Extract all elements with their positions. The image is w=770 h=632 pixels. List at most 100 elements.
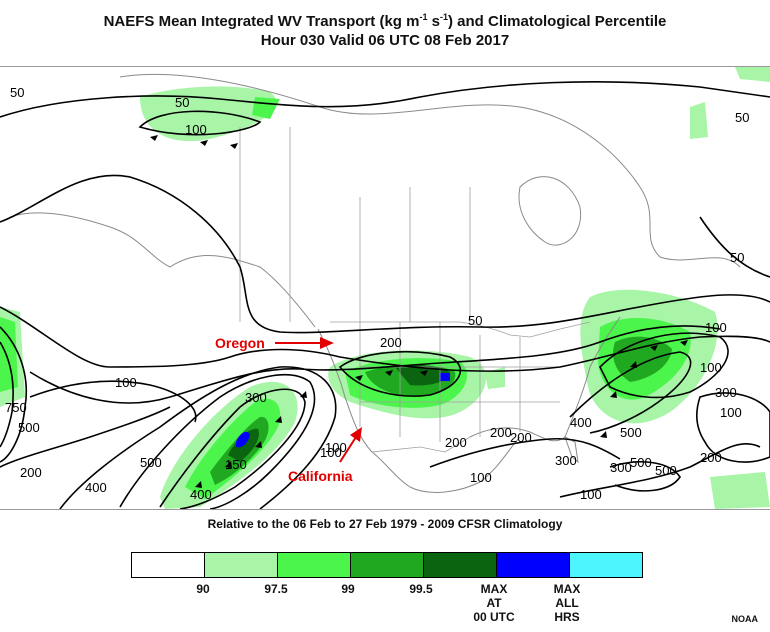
contour-100-jet xyxy=(0,306,770,372)
gulf-coast xyxy=(469,427,566,442)
vector-arrow xyxy=(420,370,428,376)
political-borders xyxy=(239,127,591,453)
vector-arrow xyxy=(610,391,617,398)
contour-label: 300 xyxy=(715,385,737,400)
contour-label: 100 xyxy=(580,487,602,502)
contour-label: 200 xyxy=(700,450,722,465)
contour-300-east xyxy=(599,332,729,399)
contour-label: 100 xyxy=(325,440,347,455)
contour-label: 100 xyxy=(185,122,207,137)
ivt-map: 50 50 100 50 50 100 100 200 300 100 200 … xyxy=(0,66,770,510)
contour-label: 50 xyxy=(735,110,749,125)
contour-left-edge xyxy=(0,326,28,463)
shade-99 xyxy=(252,97,280,119)
contour-label: 200 xyxy=(510,430,532,445)
contour-label: 500 xyxy=(18,420,40,435)
legend-swatch-99-5-max xyxy=(424,553,497,577)
contour-100-east-loop xyxy=(695,392,770,463)
legend-swatch-90-97-5 xyxy=(205,553,278,577)
hudson-bay xyxy=(518,176,582,246)
mexico-coast xyxy=(409,436,521,493)
contour-label: 100 xyxy=(470,470,492,485)
vector-arrow xyxy=(275,416,282,423)
legend-label-max-all-hrs: MAX ALL HRS xyxy=(553,582,581,624)
contour-100-atlantic xyxy=(559,442,761,498)
contour-100-south xyxy=(29,380,197,423)
vector-arrow xyxy=(650,345,658,351)
percentile-shading xyxy=(0,67,770,509)
contour-label: 50 xyxy=(730,250,744,265)
contour-150-plains xyxy=(338,351,462,397)
vector-arrow xyxy=(230,143,238,149)
canada-coast xyxy=(119,73,741,268)
vector-arrow xyxy=(600,431,607,438)
vector-arrow xyxy=(225,461,232,468)
vector-arrow xyxy=(355,375,363,381)
contour-label: 200 xyxy=(445,435,467,450)
us-east-coast xyxy=(564,316,621,438)
contour-label: 100 xyxy=(700,360,722,375)
shade-max-00utc xyxy=(395,364,450,386)
vector-arrow xyxy=(385,370,393,376)
contour-label: 50 xyxy=(10,85,24,100)
contour-left-inner xyxy=(0,341,14,448)
contour-label: 50 xyxy=(468,313,482,328)
ivt-contours xyxy=(0,80,770,510)
legend-label-99-5: 99.5 xyxy=(409,582,433,596)
us-west-coast xyxy=(317,328,411,488)
percentile-max xyxy=(228,364,450,462)
legend-swatch-below-90 xyxy=(132,553,205,577)
contour-label: 100 xyxy=(115,375,137,390)
contour-label: 200 xyxy=(20,465,42,480)
contour-label: 400 xyxy=(85,480,107,495)
vector-arrow xyxy=(255,441,262,448)
percentile-legend xyxy=(131,552,643,578)
legend-label-max-00utc: MAX AT 00 UTC xyxy=(473,582,515,624)
vector-arrow xyxy=(195,481,202,488)
legend-label-97-5: 97.5 xyxy=(264,582,288,596)
contour-label: 500 xyxy=(140,455,162,470)
contour-label: 500 xyxy=(620,425,642,440)
vector-arrow xyxy=(200,140,208,146)
contour-label: 500 xyxy=(655,463,677,478)
coastlines xyxy=(9,73,741,493)
transport-vectors xyxy=(150,135,688,488)
us-mexico-border xyxy=(371,436,471,453)
shade-max-all xyxy=(236,431,250,448)
us-states xyxy=(359,322,560,442)
contour-200-pacific xyxy=(59,366,337,510)
contour-label: 150 xyxy=(225,457,247,472)
legend-label-99: 99 xyxy=(341,582,355,596)
contour-400-east xyxy=(569,351,692,434)
contour-200-south xyxy=(429,437,621,468)
contour-label: 100 xyxy=(720,405,742,420)
vector-arrow xyxy=(680,340,688,346)
percentile-99 xyxy=(0,97,691,499)
california-arrow-head xyxy=(350,427,362,442)
vector-arrow xyxy=(300,391,307,398)
contour-50-north xyxy=(0,80,770,118)
contour-50-mid xyxy=(0,174,770,334)
legend-swatch-99-99-5 xyxy=(351,553,424,577)
map-title-line1: NAEFS Mean Integrated WV Transport (kg m… xyxy=(103,12,667,30)
noaa-credit: NOAA xyxy=(731,614,759,624)
contour-label: 300 xyxy=(610,460,632,475)
contour-label: 750 xyxy=(5,400,27,415)
california-label: California xyxy=(288,468,353,484)
contour-500-atlantic xyxy=(609,461,681,492)
contour-400-pacific xyxy=(119,374,316,510)
annotations: Oregon California xyxy=(215,335,362,484)
shade-97-5 xyxy=(485,367,505,389)
legend-label-90: 90 xyxy=(196,582,210,596)
shade-97-5 xyxy=(710,472,770,509)
contour-500-pacific xyxy=(159,388,306,510)
shade-97-5 xyxy=(140,86,277,142)
canada-provinces xyxy=(239,127,471,322)
legend-swatch-97-5-99 xyxy=(278,553,351,577)
map-title-line2: Hour 030 Valid 06 UTC 08 Feb 2017 xyxy=(260,32,510,49)
shade-97-5 xyxy=(735,67,770,82)
vector-arrow xyxy=(630,361,637,368)
legend-swatch-max-all-hrs xyxy=(570,553,642,577)
shade-97-5 xyxy=(690,102,708,139)
oregon-label: Oregon xyxy=(215,335,265,351)
